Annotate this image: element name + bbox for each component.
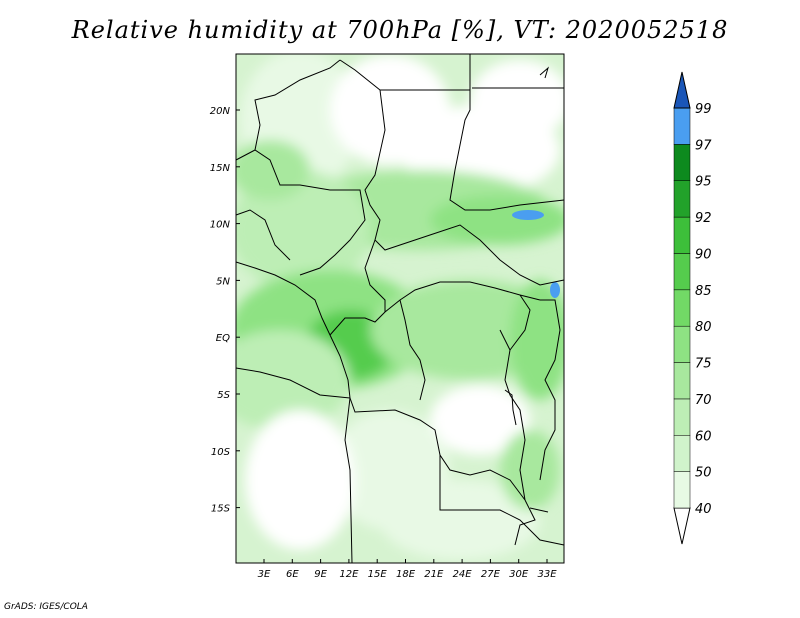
lon-tick-label: 33E [537,569,557,580]
high-humidity-patch [512,210,544,220]
lat-tick-label: 15N [210,163,231,174]
colorbar-segment [673,435,691,472]
high-humidity-patch [550,282,560,298]
colorbar-segment [673,144,691,181]
map-frame [235,53,565,564]
lon-tick-label: 27E [481,569,501,580]
lat-tick-label: 15S [211,504,231,515]
lat-tick-label: 10N [210,220,231,231]
lon-tick-label: 30E [509,569,529,580]
lat-tick-label: 5N [216,276,230,287]
lon-tick-label: 24E [453,569,473,580]
footer-credit: GrADS: IGES/COLA [4,602,88,612]
lon-tick-label: 6E [286,569,299,580]
colorbar-label: 90 [695,247,712,262]
colorbar-segment [673,398,691,436]
colorbar-segment [673,325,691,363]
humidity-field [236,54,564,563]
colorbar-segment [673,180,691,218]
colorbar-label: 97 [695,138,712,153]
lat-tick-label: EQ [216,333,230,344]
lat-tick-label: 10S [211,447,231,458]
colorbar-upper-arrow [673,71,691,109]
colorbar-label: 95 [695,175,712,190]
longitude-ticks: 3E 6E 9E 12E 15E 18E 21E 24E 27E 30E 33E [258,559,557,580]
colorbar-segment [673,362,691,400]
colorbar-segment [673,471,691,509]
colorbar-label: 99 [695,102,712,117]
colorbar-label: 75 [695,357,712,372]
colorbar-segment [673,253,691,291]
colorbar-label: 40 [695,502,712,517]
lat-tick-label: 20N [210,106,231,117]
colorbar-label: 85 [695,284,712,299]
colorbar-lower-arrow [673,507,691,545]
colorbar-label: 70 [695,393,712,408]
colorbar-segment [673,289,691,327]
colorbar-segment [673,107,691,145]
colorbar-label: 60 [695,429,712,444]
lat-tick-label: 5S [217,390,230,401]
lon-tick-label: 12E [339,569,359,580]
colorbar-segment [673,216,691,254]
lon-tick-label: 15E [368,569,388,580]
lon-tick-label: 21E [424,569,444,580]
latitude-ticks: 20N 15N 10N 5N EQ 5S 10S 15S [210,106,240,515]
lon-tick-label: 18E [396,569,416,580]
country-borders [235,54,565,564]
colorbar-label: 80 [695,320,712,335]
chart-title: Relative humidity at 700hPa [%], VT: 202… [71,16,729,44]
lon-tick-label: 3E [258,569,271,580]
colorbar-label: 92 [695,211,712,226]
lon-tick-label: 9E [314,569,327,580]
colorbar-label: 50 [695,466,712,481]
